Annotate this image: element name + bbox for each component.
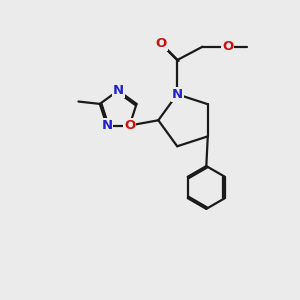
Text: N: N: [112, 84, 124, 97]
Text: N: N: [172, 88, 183, 101]
Text: O: O: [124, 119, 135, 132]
Text: N: N: [101, 119, 112, 132]
Text: O: O: [155, 37, 166, 50]
Text: O: O: [222, 40, 233, 53]
